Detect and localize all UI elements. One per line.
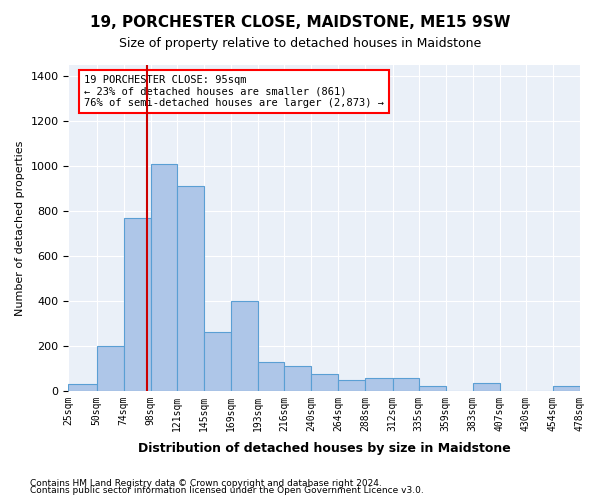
- Bar: [124, 218, 151, 391]
- Bar: [338, 380, 365, 391]
- Bar: [284, 366, 311, 391]
- Bar: [97, 346, 124, 391]
- Text: 19 PORCHESTER CLOSE: 95sqm
← 23% of detached houses are smaller (861)
76% of sem: 19 PORCHESTER CLOSE: 95sqm ← 23% of deta…: [84, 75, 384, 108]
- Bar: [365, 378, 392, 391]
- Bar: [68, 384, 97, 391]
- Bar: [311, 374, 338, 391]
- Bar: [204, 332, 231, 391]
- Text: Size of property relative to detached houses in Maidstone: Size of property relative to detached ho…: [119, 38, 481, 51]
- Text: Contains public sector information licensed under the Open Government Licence v3: Contains public sector information licen…: [30, 486, 424, 495]
- Bar: [151, 164, 177, 391]
- Bar: [553, 386, 580, 391]
- Text: Contains HM Land Registry data © Crown copyright and database right 2024.: Contains HM Land Registry data © Crown c…: [30, 478, 382, 488]
- Bar: [392, 378, 419, 391]
- Bar: [231, 301, 258, 391]
- Bar: [258, 362, 284, 391]
- Bar: [177, 186, 204, 391]
- Text: 19, PORCHESTER CLOSE, MAIDSTONE, ME15 9SW: 19, PORCHESTER CLOSE, MAIDSTONE, ME15 9S…: [90, 15, 510, 30]
- Y-axis label: Number of detached properties: Number of detached properties: [15, 140, 25, 316]
- X-axis label: Distribution of detached houses by size in Maidstone: Distribution of detached houses by size …: [138, 442, 511, 455]
- Bar: [419, 386, 446, 391]
- Bar: [473, 383, 500, 391]
